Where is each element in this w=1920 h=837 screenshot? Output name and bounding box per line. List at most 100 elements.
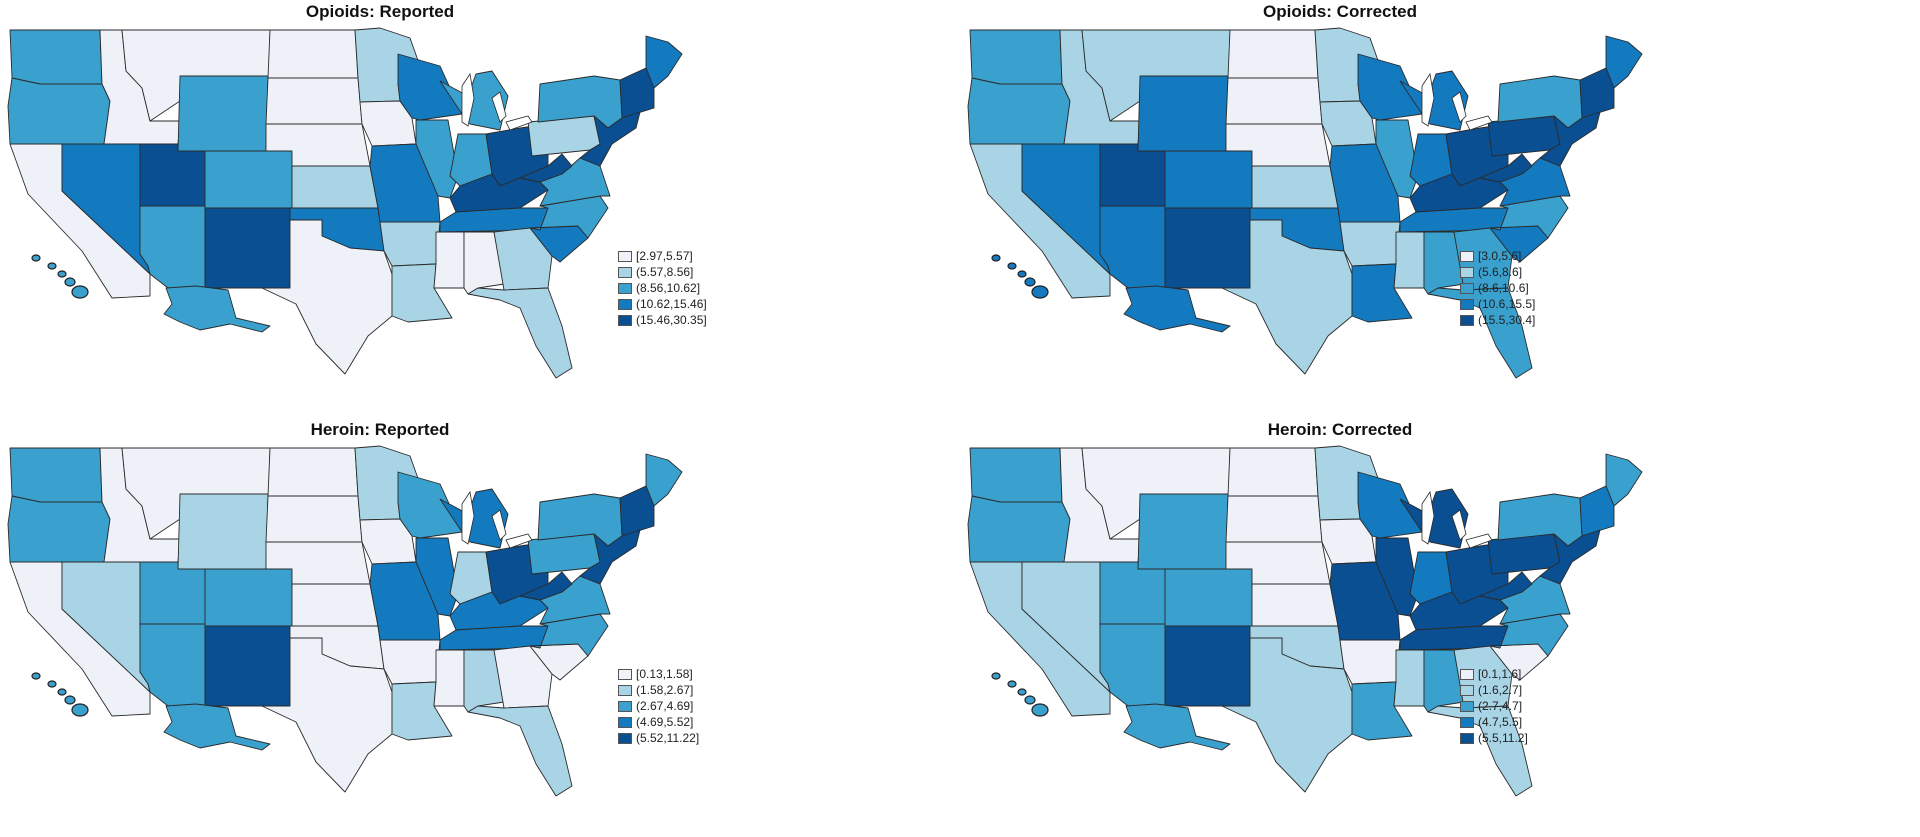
- legend-swatch: [1460, 668, 1474, 680]
- legend-label: (5.6,8.6]: [1478, 265, 1523, 279]
- us-map: [967, 27, 1643, 379]
- legend: [0.13,1.58] (1.58,2.67] (2.67,4.69] (4.6…: [618, 666, 699, 746]
- legend-swatch: [1460, 282, 1474, 294]
- legend-item: (1.6,2.7]: [1460, 682, 1528, 698]
- legend-item: (10.62,15.46]: [618, 296, 707, 312]
- state-CO: [1164, 150, 1253, 209]
- legend-item: (1.58,2.67]: [618, 682, 699, 698]
- lake: [461, 72, 475, 127]
- map-panel-opioids-reported: Opioids: Reported [2.97,5.57] (5.57,8.56…: [0, 0, 960, 418]
- state-KS: [291, 165, 379, 209]
- state-OR: [967, 77, 1071, 145]
- state-WV: [519, 571, 573, 601]
- state-TX: [1221, 637, 1353, 793]
- state-WI: [397, 471, 463, 539]
- legend-label: (5.57,8.56]: [636, 265, 694, 279]
- legend-item: (4.7,5.5]: [1460, 714, 1528, 730]
- legend-label: (8.56,10.62]: [636, 281, 701, 295]
- legend-item: (5.5,11.2]: [1460, 730, 1528, 746]
- state-AR: [1339, 639, 1401, 685]
- legend-label: (4.69,5.52]: [636, 715, 694, 729]
- state-HI: [1007, 262, 1017, 270]
- legend-item: [3.0,5.6]: [1460, 248, 1535, 264]
- state-NC: [529, 613, 609, 657]
- state-AK: [163, 285, 271, 333]
- state-GA: [493, 227, 553, 291]
- legend-label: (10.62,15.46]: [636, 297, 707, 311]
- legend-swatch: [618, 250, 632, 262]
- state-HI: [1031, 285, 1049, 299]
- state-CO: [204, 568, 293, 627]
- legend-swatch: [618, 716, 632, 728]
- state-WA: [969, 447, 1063, 503]
- legend-item: (15.5,30.4]: [1460, 312, 1535, 328]
- panel-title: Opioids: Corrected: [1263, 2, 1417, 21]
- state-AR: [379, 639, 441, 685]
- legend-label: [0.1,1.6]: [1478, 667, 1522, 681]
- state-WY: [177, 493, 269, 570]
- state-WY: [1137, 75, 1229, 152]
- state-MAT: [579, 111, 641, 167]
- legend-swatch: [618, 298, 632, 310]
- panel-title: Opioids: Reported: [305, 2, 455, 21]
- legend-label: (5.52,11.22]: [636, 731, 700, 745]
- state-WA: [9, 29, 103, 85]
- lake: [1465, 115, 1493, 131]
- state-ME: [645, 453, 683, 507]
- state-TX: [1221, 219, 1353, 375]
- state-HI: [64, 277, 76, 287]
- state-ME: [1605, 453, 1643, 507]
- legend-label: (1.58,2.67]: [636, 683, 694, 697]
- state-UT: [1099, 143, 1166, 207]
- state-MS: [1393, 231, 1425, 289]
- state-HI: [71, 703, 89, 717]
- legend-label: (2.7,4.7]: [1478, 699, 1523, 713]
- state-ND: [267, 29, 359, 79]
- legend-item: (10.6,15.5]: [1460, 296, 1535, 312]
- legend-swatch: [1460, 732, 1474, 744]
- state-SD: [1225, 495, 1323, 543]
- state-FL: [467, 705, 573, 797]
- state-NEW: [619, 485, 655, 537]
- legend-swatch: [1460, 700, 1474, 712]
- legend-swatch: [1460, 684, 1474, 696]
- state-NC: [1489, 613, 1569, 657]
- state-OR: [7, 495, 111, 563]
- state-HI: [1007, 680, 1017, 688]
- legend-label: (8.6,10.6]: [1478, 281, 1529, 295]
- state-AK: [163, 703, 271, 751]
- state-NM: [1164, 207, 1253, 289]
- state-UT: [1099, 561, 1166, 625]
- legend-item: (15.46,30.35]: [618, 312, 707, 328]
- state-MS: [1393, 649, 1425, 707]
- legend-swatch: [1460, 298, 1474, 310]
- state-FL: [467, 287, 573, 379]
- state-TX: [261, 219, 393, 375]
- state-NC: [529, 195, 609, 239]
- state-ND: [1227, 29, 1319, 79]
- map-panel-heroin-reported: Heroin: Reported [0.13,1.58] (1.58,2.67]…: [0, 418, 960, 836]
- state-HI: [1024, 695, 1036, 705]
- map-panel-heroin-corrected: Heroin: Corrected [0.1,1.6] (1.6,2.7] (2…: [960, 418, 1920, 836]
- legend-label: (2.67,4.69]: [636, 699, 694, 713]
- lake: [1465, 533, 1493, 549]
- lake: [1421, 490, 1435, 545]
- legend-swatch: [618, 266, 632, 278]
- state-HI: [47, 680, 57, 688]
- legend: [0.1,1.6] (1.6,2.7] (2.7,4.7] (4.7,5.5] …: [1460, 666, 1528, 746]
- state-HI: [991, 672, 1001, 680]
- state-NM: [204, 207, 293, 289]
- legend-label: (4.7,5.5]: [1478, 715, 1523, 729]
- legend-item: [2.97,5.57]: [618, 248, 707, 264]
- state-AR: [379, 221, 441, 267]
- legend-label: [3.0,5.6]: [1478, 249, 1522, 263]
- state-WI: [397, 53, 463, 121]
- state-ME: [1605, 35, 1643, 89]
- state-HI: [57, 688, 67, 696]
- state-HI: [31, 254, 41, 262]
- legend-swatch: [618, 668, 632, 680]
- state-NM: [204, 625, 293, 707]
- state-SD: [265, 77, 363, 125]
- legend-swatch: [1460, 314, 1474, 326]
- legend: [2.97,5.57] (5.57,8.56] (8.56,10.62] (10…: [618, 248, 707, 328]
